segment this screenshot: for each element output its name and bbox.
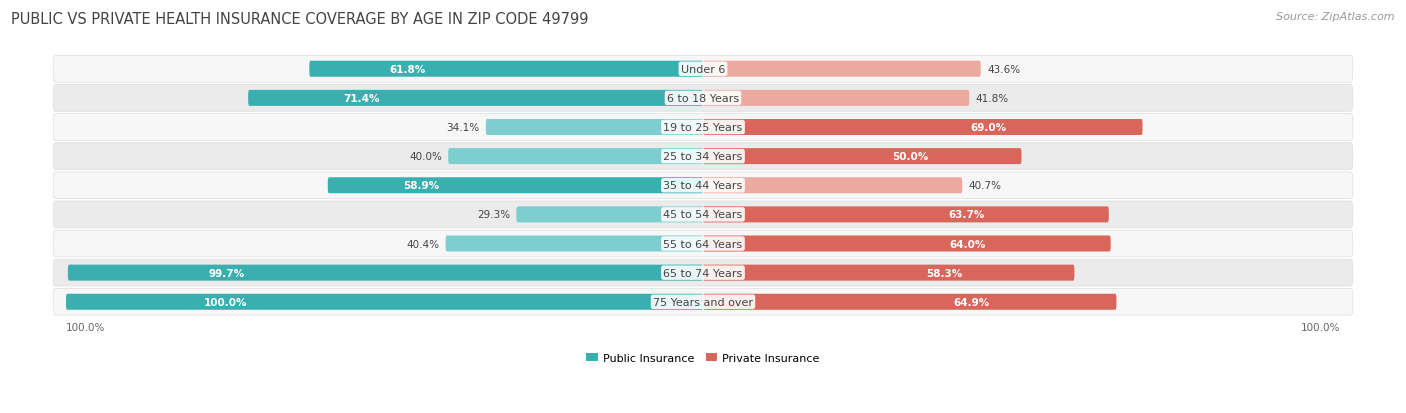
Text: Under 6: Under 6 [681,64,725,75]
Text: 40.0%: 40.0% [409,152,441,162]
Text: 58.9%: 58.9% [404,181,440,191]
Text: 45 to 54 Years: 45 to 54 Years [664,210,742,220]
Text: 50.0%: 50.0% [891,152,928,162]
Text: 6 to 18 Years: 6 to 18 Years [666,94,740,104]
FancyBboxPatch shape [67,265,703,281]
FancyBboxPatch shape [703,265,1074,281]
FancyBboxPatch shape [703,178,962,194]
Text: 25 to 34 Years: 25 to 34 Years [664,152,742,162]
Text: 40.7%: 40.7% [969,181,1001,191]
FancyBboxPatch shape [449,149,703,165]
Legend: Public Insurance, Private Insurance: Public Insurance, Private Insurance [582,349,824,368]
FancyBboxPatch shape [703,149,1022,165]
FancyBboxPatch shape [309,62,703,78]
Text: 65 to 74 Years: 65 to 74 Years [664,268,742,278]
Text: 69.0%: 69.0% [970,123,1007,133]
Text: Source: ZipAtlas.com: Source: ZipAtlas.com [1277,12,1395,22]
FancyBboxPatch shape [516,207,703,223]
FancyBboxPatch shape [703,120,1143,136]
FancyBboxPatch shape [53,202,1353,228]
Text: 43.6%: 43.6% [987,64,1021,75]
FancyBboxPatch shape [53,114,1353,141]
FancyBboxPatch shape [53,230,1353,257]
Text: 55 to 64 Years: 55 to 64 Years [664,239,742,249]
Text: 40.4%: 40.4% [406,239,439,249]
Text: 100.0%: 100.0% [1301,322,1340,332]
Text: 35 to 44 Years: 35 to 44 Years [664,181,742,191]
FancyBboxPatch shape [53,85,1353,112]
Text: 64.9%: 64.9% [953,297,990,307]
Text: PUBLIC VS PRIVATE HEALTH INSURANCE COVERAGE BY AGE IN ZIP CODE 49799: PUBLIC VS PRIVATE HEALTH INSURANCE COVER… [11,12,589,27]
FancyBboxPatch shape [53,173,1353,199]
FancyBboxPatch shape [703,207,1109,223]
Text: 41.8%: 41.8% [976,94,1008,104]
FancyBboxPatch shape [703,236,1111,252]
Text: 100.0%: 100.0% [66,322,105,332]
FancyBboxPatch shape [53,289,1353,316]
Text: 58.3%: 58.3% [927,268,963,278]
FancyBboxPatch shape [53,143,1353,170]
FancyBboxPatch shape [446,236,703,252]
FancyBboxPatch shape [703,294,1116,310]
FancyBboxPatch shape [485,120,703,136]
Text: 63.7%: 63.7% [949,210,986,220]
FancyBboxPatch shape [53,260,1353,286]
FancyBboxPatch shape [66,294,703,310]
FancyBboxPatch shape [328,178,703,194]
Text: 64.0%: 64.0% [950,239,986,249]
FancyBboxPatch shape [247,90,703,107]
FancyBboxPatch shape [703,90,969,107]
Text: 19 to 25 Years: 19 to 25 Years [664,123,742,133]
Text: 61.8%: 61.8% [389,64,426,75]
Text: 75 Years and over: 75 Years and over [652,297,754,307]
Text: 34.1%: 34.1% [446,123,479,133]
Text: 100.0%: 100.0% [204,297,247,307]
FancyBboxPatch shape [703,62,981,78]
Text: 29.3%: 29.3% [477,210,510,220]
FancyBboxPatch shape [53,56,1353,83]
Text: 99.7%: 99.7% [208,268,245,278]
Text: 71.4%: 71.4% [343,94,380,104]
